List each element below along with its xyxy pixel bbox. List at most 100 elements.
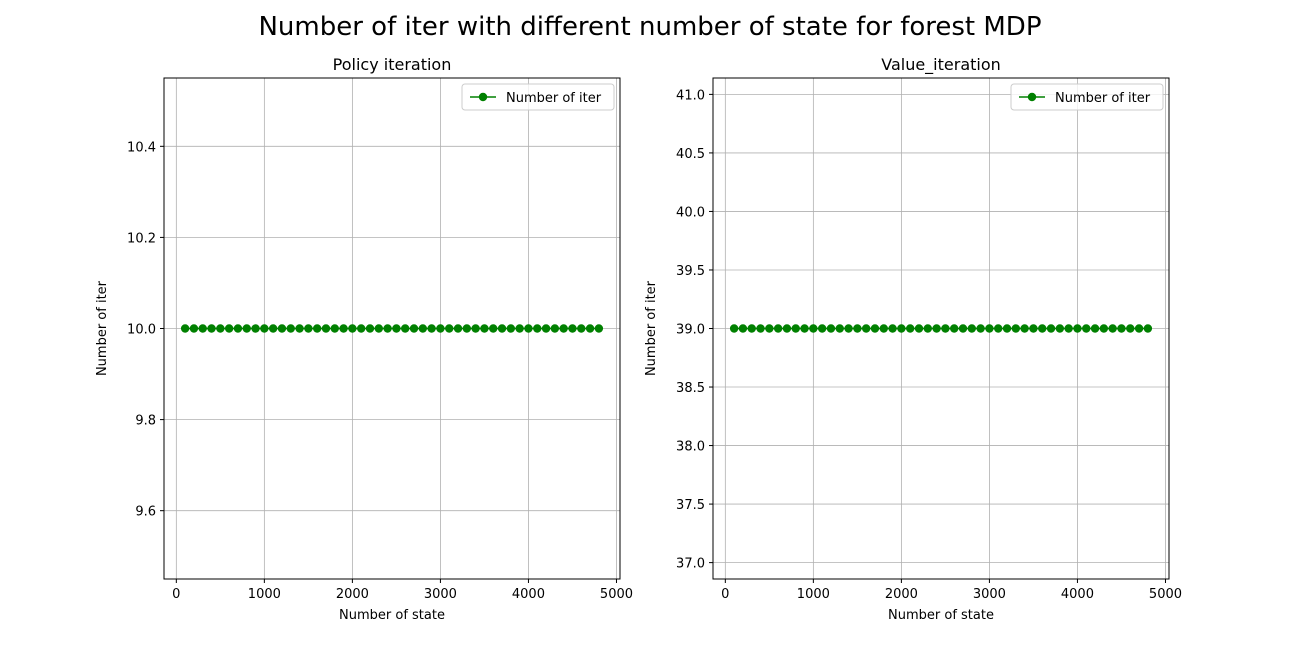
data-point [967, 324, 977, 333]
data-point [941, 324, 950, 333]
data-point [765, 324, 774, 333]
data-point [286, 324, 295, 333]
legend-box [1010, 83, 1164, 111]
data-point [747, 324, 756, 333]
data-point [339, 324, 348, 333]
data-point [738, 324, 748, 333]
data-point [550, 324, 560, 333]
data-point [1090, 324, 1100, 333]
data-point [950, 324, 959, 333]
data-point [260, 324, 269, 333]
data-point [515, 324, 524, 333]
y-tick-label: 10.0 [127, 323, 156, 338]
data-point [1082, 324, 1091, 333]
data-point [207, 324, 216, 333]
y-tick-label: 9.8 [135, 414, 156, 429]
y-tick-label: 39.0 [676, 323, 705, 338]
subplot-value-iteration: Value_iteration 0 1000 2000 3000 4000 5000 37.… [644, 55, 1182, 623]
data-point [577, 324, 586, 333]
data-point [506, 324, 516, 333]
data-point [782, 324, 792, 333]
data-point [1011, 324, 1021, 333]
x-tick-label: 0 [172, 587, 180, 602]
data-point [870, 324, 880, 333]
data-point [861, 324, 871, 333]
data-point [809, 324, 818, 333]
y-tick-label: 38.5 [676, 381, 705, 396]
data-point [295, 324, 304, 333]
legend: Number of iter [1010, 83, 1164, 111]
y-tick-label: 10.4 [127, 140, 156, 155]
x-tick-label: 4000 [512, 587, 545, 602]
data-point [374, 324, 383, 333]
legend-box [461, 83, 615, 111]
x-tick-label: 3000 [973, 587, 1006, 602]
data-point [905, 324, 915, 333]
data-point [729, 324, 739, 333]
data-point [1143, 324, 1153, 333]
data-point [348, 324, 357, 333]
data-point [401, 324, 410, 333]
y-tick-label: 37.5 [676, 498, 705, 513]
data-point [312, 324, 322, 333]
data-point [180, 324, 190, 333]
data-point [994, 324, 1003, 333]
data-point [251, 324, 260, 333]
data-point [932, 324, 941, 333]
y-tick-label: 10.2 [127, 231, 156, 246]
y-tick-label: 41.0 [676, 88, 705, 103]
data-point [330, 324, 339, 333]
data-point [835, 324, 844, 333]
data-point [826, 324, 836, 333]
data-point [268, 324, 278, 333]
y-tick-label: 40.5 [676, 147, 705, 162]
data-point [462, 324, 472, 333]
data-point [489, 324, 498, 333]
data-point [242, 324, 251, 333]
data-point [568, 324, 577, 333]
data-point [1020, 324, 1029, 333]
data-point [1046, 324, 1056, 333]
data-point [888, 324, 897, 333]
legend-marker [1027, 92, 1037, 102]
data-point [365, 324, 375, 333]
data-point [559, 324, 568, 333]
x-tick-label: 2000 [336, 587, 369, 602]
data-point [1038, 324, 1047, 333]
data-point [497, 324, 507, 333]
data-point [844, 324, 853, 333]
x-tick-label: 0 [721, 587, 729, 602]
legend-marker [478, 92, 488, 102]
x-tick-label: 1000 [797, 587, 830, 602]
x-tick-label: 3000 [424, 587, 457, 602]
data-point [773, 324, 783, 333]
y-tick-label: 40.0 [676, 205, 705, 220]
data-point [436, 324, 445, 333]
data-point [480, 324, 489, 333]
data-point [198, 324, 207, 333]
data-point [277, 324, 287, 333]
x-axis-label: Number of state [888, 608, 994, 623]
data-point [189, 324, 199, 333]
data-point [383, 324, 392, 333]
data-point [1126, 324, 1135, 333]
y-tick-label: 9.6 [135, 505, 156, 520]
data-point [1099, 324, 1109, 333]
data-point [958, 324, 968, 333]
data-point [321, 324, 331, 333]
x-tick-label: 5000 [1149, 587, 1182, 602]
y-tick-label: 38.0 [676, 440, 705, 455]
y-tick-label: 37.0 [676, 557, 705, 572]
legend-label: Number of iter [506, 91, 602, 106]
data-point [304, 324, 313, 333]
x-tick-label: 2000 [885, 587, 918, 602]
data-point [471, 324, 480, 333]
data-point [533, 324, 542, 333]
data-point [897, 324, 906, 333]
data-point [585, 324, 595, 333]
data-point [817, 324, 827, 333]
data-point [1073, 324, 1082, 333]
y-axis-label: Number of iter [644, 280, 659, 376]
data-point [356, 324, 366, 333]
data-point [594, 324, 604, 333]
